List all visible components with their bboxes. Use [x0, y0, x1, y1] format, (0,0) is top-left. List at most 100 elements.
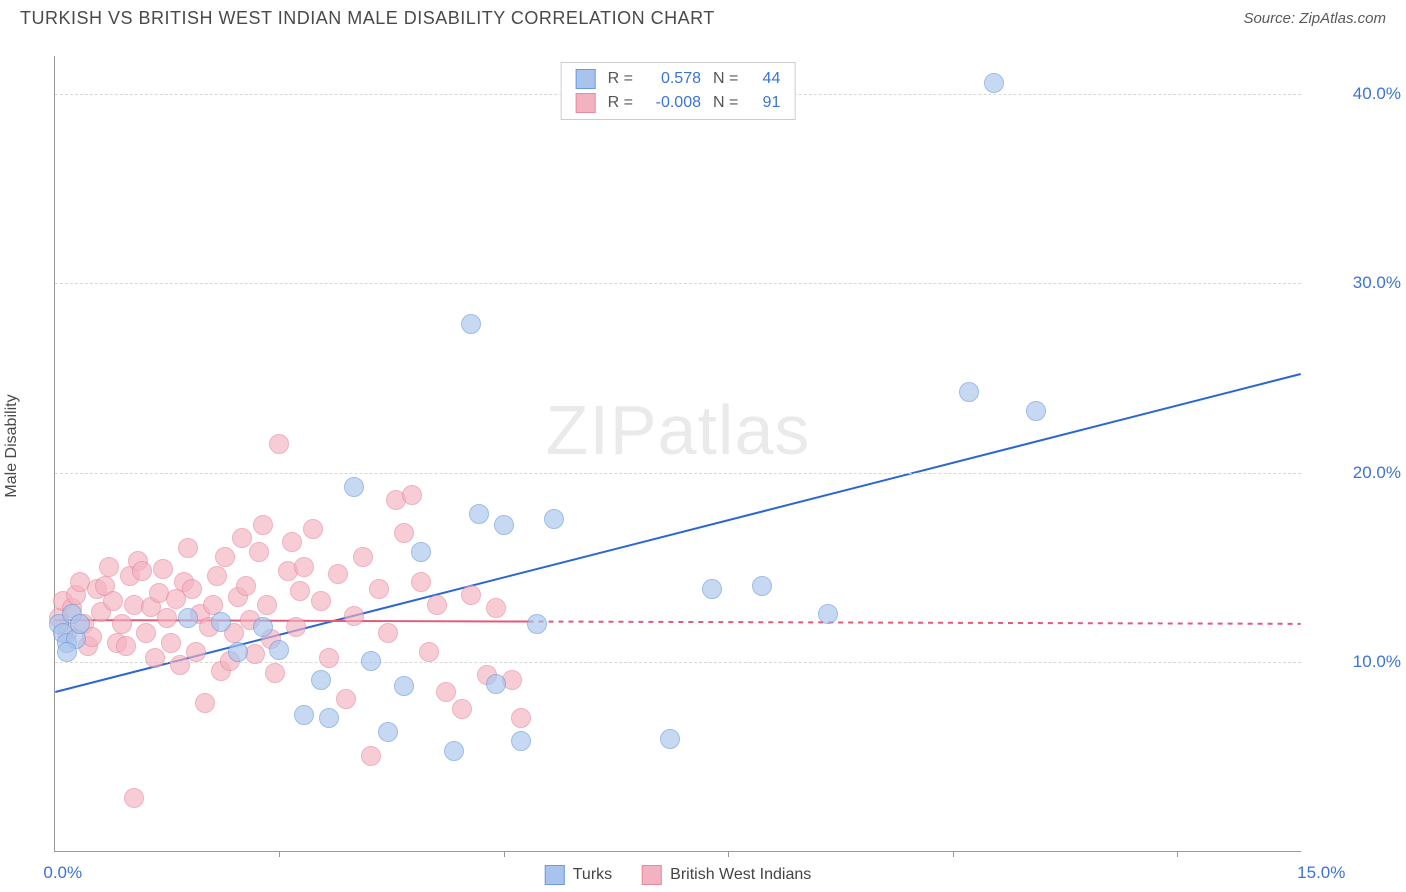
scatter-point	[215, 547, 235, 567]
scatter-point	[444, 741, 464, 761]
scatter-point	[207, 566, 227, 586]
scatter-point	[328, 564, 348, 584]
scatter-point	[702, 579, 722, 599]
x-tick-label: 15.0%	[1297, 863, 1345, 883]
scatter-point	[818, 604, 838, 624]
scatter-point	[369, 579, 389, 599]
scatter-point	[161, 633, 181, 653]
gridline	[55, 283, 1301, 284]
scatter-point	[170, 655, 190, 675]
scatter-point	[436, 682, 456, 702]
scatter-point	[232, 528, 252, 548]
scatter-point	[178, 608, 198, 628]
legend-swatch	[576, 69, 596, 89]
scatter-point	[112, 614, 132, 634]
scatter-point	[124, 788, 144, 808]
scatter-point	[344, 477, 364, 497]
y-tick-label: 40.0%	[1309, 84, 1401, 104]
scatter-point	[486, 598, 506, 618]
scatter-point	[461, 314, 481, 334]
n-value: 44	[750, 70, 780, 88]
scatter-point	[99, 557, 119, 577]
scatter-point	[269, 640, 289, 660]
scatter-point	[294, 705, 314, 725]
scatter-point	[319, 648, 339, 668]
gridline	[55, 473, 1301, 474]
scatter-point	[336, 689, 356, 709]
plot-area: ZIPatlas R = 0.578 N = 44 R = -0.008 N =…	[55, 56, 1301, 851]
scatter-point	[361, 651, 381, 671]
scatter-point	[178, 538, 198, 558]
r-label: R =	[608, 70, 633, 88]
r-label: R =	[608, 94, 633, 112]
scatter-point	[378, 722, 398, 742]
legend-stat-row: R = 0.578 N = 44	[576, 67, 781, 91]
scatter-point	[344, 606, 364, 626]
scatter-point	[411, 542, 431, 562]
x-tick	[1177, 851, 1178, 857]
scatter-point	[752, 576, 772, 596]
scatter-point	[1026, 401, 1046, 421]
scatter-point	[502, 670, 522, 690]
scatter-point	[269, 434, 289, 454]
y-tick-label: 10.0%	[1309, 652, 1401, 672]
scatter-point	[57, 642, 77, 662]
scatter-point	[195, 693, 215, 713]
scatter-point	[494, 515, 514, 535]
scatter-point	[452, 699, 472, 719]
scatter-point	[145, 648, 165, 668]
chart-title: TURKISH VS BRITISH WEST INDIAN MALE DISA…	[20, 8, 715, 29]
scatter-point	[282, 532, 302, 552]
scatter-point	[527, 614, 547, 634]
scatter-point	[70, 614, 90, 634]
scatter-point	[311, 670, 331, 690]
scatter-point	[103, 591, 123, 611]
scatter-point	[157, 608, 177, 628]
scatter-point	[984, 73, 1004, 93]
chart-container: ZIPatlas R = 0.578 N = 44 R = -0.008 N =…	[54, 56, 1301, 852]
legend-series: TurksBritish West Indians	[545, 865, 812, 885]
scatter-point	[378, 623, 398, 643]
y-tick-label: 20.0%	[1309, 463, 1401, 483]
n-value: 91	[750, 94, 780, 112]
scatter-point	[511, 731, 531, 751]
scatter-point	[253, 617, 273, 637]
scatter-point	[361, 746, 381, 766]
x-tick	[953, 851, 954, 857]
y-axis-label: Male Disability	[3, 394, 21, 497]
scatter-point	[511, 708, 531, 728]
scatter-point	[249, 542, 269, 562]
r-value: 0.578	[645, 70, 701, 88]
scatter-point	[660, 729, 680, 749]
legend-swatch	[642, 865, 662, 885]
x-tick-label: 0.0%	[43, 863, 82, 883]
scatter-point	[186, 642, 206, 662]
scatter-point	[411, 572, 431, 592]
legend-swatch	[576, 93, 596, 113]
scatter-point	[353, 547, 373, 567]
scatter-point	[394, 676, 414, 696]
scatter-point	[286, 617, 306, 637]
scatter-point	[253, 515, 273, 535]
scatter-point	[182, 579, 202, 599]
x-tick	[728, 851, 729, 857]
scatter-point	[959, 382, 979, 402]
scatter-point	[116, 636, 136, 656]
scatter-point	[486, 674, 506, 694]
scatter-point	[132, 561, 152, 581]
scatter-point	[319, 708, 339, 728]
scatter-point	[257, 595, 277, 615]
scatter-point	[419, 642, 439, 662]
n-label: N =	[713, 70, 738, 88]
scatter-point	[265, 663, 285, 683]
scatter-point	[236, 576, 256, 596]
scatter-point	[211, 612, 231, 632]
trend-lines	[55, 56, 1301, 851]
source-attribution: Source: ZipAtlas.com	[1243, 10, 1386, 27]
scatter-point	[544, 509, 564, 529]
legend-label: Turks	[573, 866, 612, 884]
scatter-point	[303, 519, 323, 539]
y-tick-label: 30.0%	[1309, 273, 1401, 293]
n-label: N =	[713, 94, 738, 112]
x-tick	[504, 851, 505, 857]
